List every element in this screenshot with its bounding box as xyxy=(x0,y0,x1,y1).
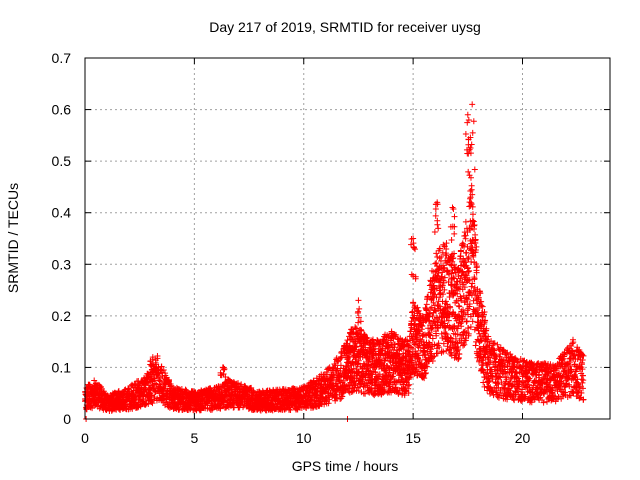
data-point xyxy=(147,385,154,392)
data-point xyxy=(344,337,351,344)
data-point xyxy=(119,391,126,398)
data-point xyxy=(145,401,152,408)
data-point xyxy=(355,330,362,337)
data-point xyxy=(156,374,163,381)
y-tick-label: 0.6 xyxy=(52,102,72,118)
data-point xyxy=(178,385,185,392)
data-point xyxy=(148,392,155,399)
data-point xyxy=(142,401,149,408)
data-point xyxy=(340,377,347,384)
data-point xyxy=(343,340,350,347)
data-point xyxy=(409,333,416,340)
data-point xyxy=(157,378,164,385)
data-point xyxy=(409,308,416,315)
data-point xyxy=(129,405,136,412)
data-point xyxy=(355,360,361,367)
data-point xyxy=(149,400,156,407)
data-point xyxy=(217,405,224,412)
data-point xyxy=(352,344,359,351)
data-point xyxy=(368,384,375,391)
data-point xyxy=(125,385,132,392)
data-point xyxy=(338,354,345,361)
data-point xyxy=(238,381,245,388)
data-point xyxy=(133,393,140,400)
data-point xyxy=(405,385,412,392)
data-point xyxy=(148,399,155,406)
y-tick-label: 0 xyxy=(63,411,71,427)
y-tick-label: 0.5 xyxy=(52,153,72,169)
x-tick-label: 20 xyxy=(515,430,531,446)
data-point xyxy=(151,394,158,401)
data-point xyxy=(121,387,128,394)
data-point xyxy=(150,384,157,391)
data-points xyxy=(82,101,587,422)
data-point xyxy=(168,382,175,389)
data-point xyxy=(406,381,413,388)
y-tick-label: 0.3 xyxy=(52,256,72,272)
data-point xyxy=(393,331,400,338)
data-point xyxy=(399,354,406,361)
data-point xyxy=(339,393,346,400)
data-point xyxy=(310,404,317,411)
data-point xyxy=(405,348,412,355)
data-point xyxy=(154,355,161,362)
data-point xyxy=(155,370,162,377)
x-tick-label: 10 xyxy=(296,430,312,446)
data-point xyxy=(355,387,362,394)
x-tick-label: 0 xyxy=(81,430,89,446)
x-tick-label: 15 xyxy=(405,430,421,446)
data-point xyxy=(167,383,174,390)
x-axis-label: GPS time / hours xyxy=(292,458,399,474)
data-point xyxy=(382,367,389,374)
data-point xyxy=(368,371,375,378)
y-tick-label: 0.4 xyxy=(52,205,72,221)
data-point xyxy=(391,344,398,351)
data-point xyxy=(325,400,332,407)
data-point xyxy=(294,405,301,412)
data-point xyxy=(382,367,389,374)
data-point xyxy=(332,394,339,401)
data-point xyxy=(405,389,412,396)
y-axis-label: SRMTID / TECUs xyxy=(5,183,21,293)
data-point xyxy=(352,324,359,331)
y-tick-label: 0.1 xyxy=(52,359,72,375)
data-point xyxy=(287,407,294,414)
data-point xyxy=(389,373,396,380)
y-tick-label: 0.2 xyxy=(52,308,72,324)
data-point xyxy=(408,374,415,381)
data-point xyxy=(357,339,364,346)
data-point xyxy=(395,390,402,397)
data-point xyxy=(314,387,321,394)
data-point xyxy=(372,368,379,375)
data-point xyxy=(160,367,167,374)
x-tick-label: 5 xyxy=(190,430,198,446)
data-point xyxy=(315,380,322,387)
data-point xyxy=(353,354,360,361)
data-point xyxy=(344,363,351,370)
y-tick-label: 0.7 xyxy=(52,50,72,66)
data-point xyxy=(221,398,228,405)
chart-title: Day 217 of 2019, SRMTID for receiver uys… xyxy=(209,19,481,35)
data-point xyxy=(411,369,418,376)
data-point xyxy=(362,390,369,397)
data-point xyxy=(364,334,371,341)
data-point xyxy=(326,396,333,403)
data-point xyxy=(351,348,358,355)
data-point xyxy=(89,405,96,412)
